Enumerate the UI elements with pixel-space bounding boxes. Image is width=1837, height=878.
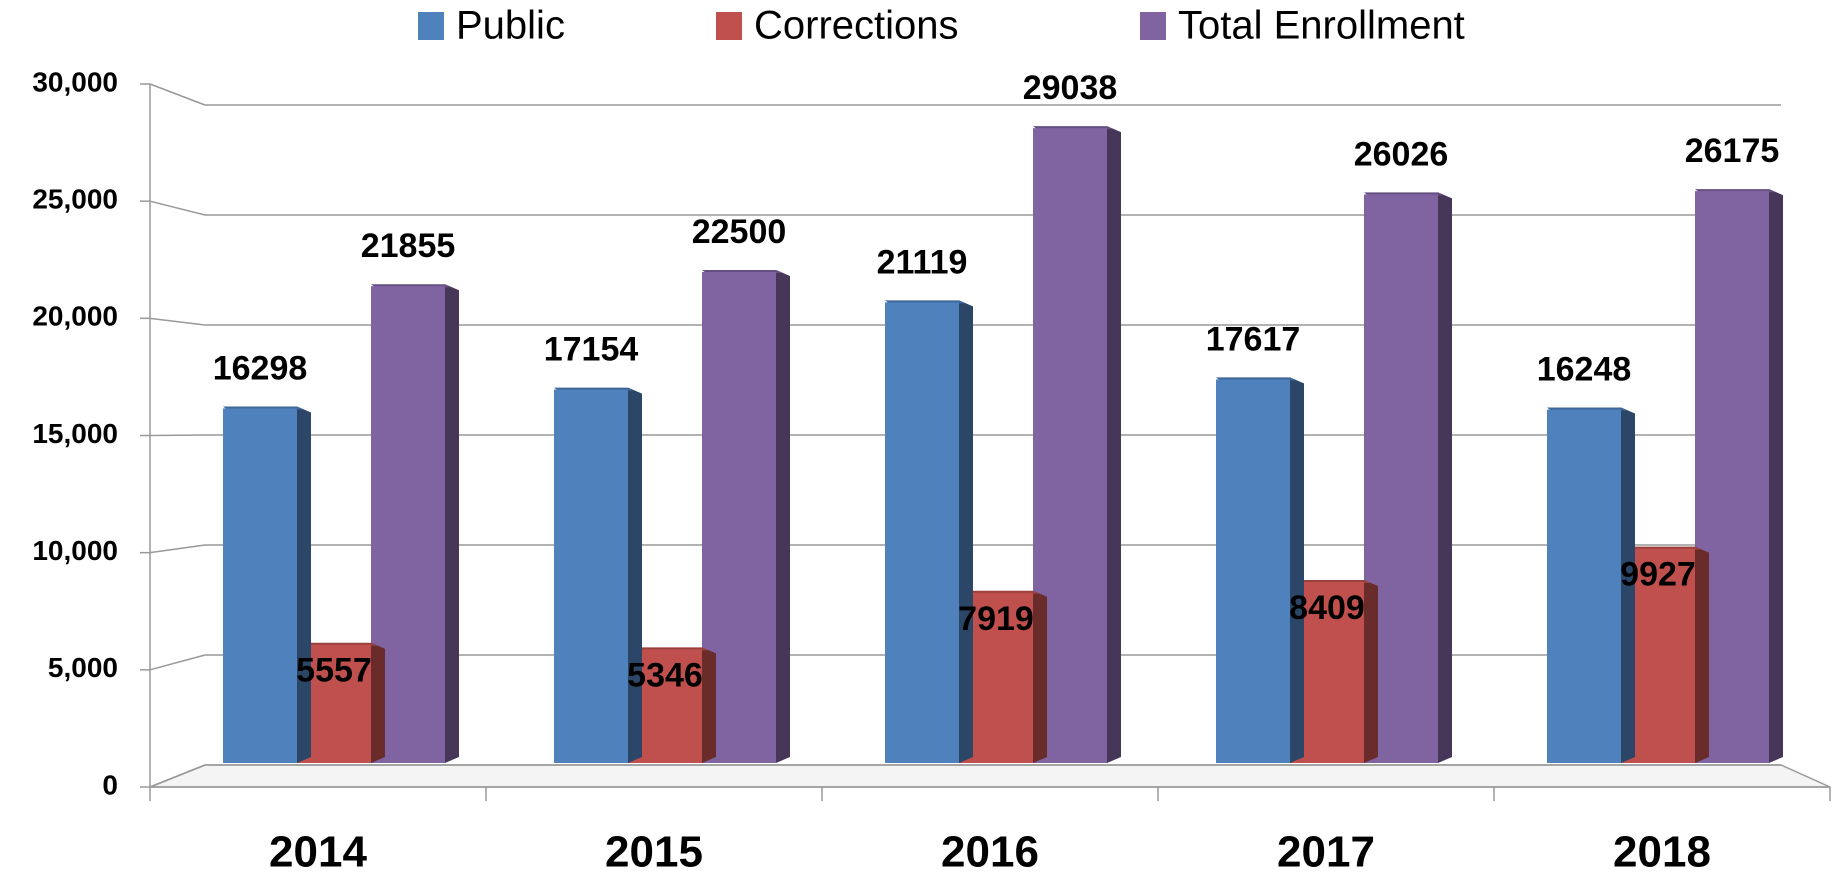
bar-side	[1621, 407, 1635, 763]
data-label: 21855	[361, 227, 456, 265]
grid-line	[149, 764, 206, 788]
bar-side	[1438, 192, 1452, 764]
data-label: 16298	[213, 349, 308, 387]
x-tick-label: 2016	[941, 828, 1039, 877]
x-tick-label: 2015	[605, 828, 703, 877]
bar-side	[297, 406, 311, 763]
data-label: 22500	[692, 213, 787, 251]
grid-line	[149, 434, 206, 437]
bar	[1216, 379, 1290, 763]
bar-side	[1033, 590, 1047, 763]
bar	[223, 408, 297, 763]
x-tick-label: 2014	[269, 828, 367, 877]
y-tick-label: 0	[102, 769, 118, 800]
bar-side	[1695, 546, 1709, 763]
legend-label: Total Enrollment	[1178, 4, 1465, 48]
data-label: 8409	[1289, 589, 1365, 627]
data-label: 26026	[1354, 135, 1449, 173]
data-label: 9927	[1620, 556, 1696, 594]
legend-swatch	[1140, 12, 1166, 40]
y-tick-label: 25,000	[32, 184, 118, 215]
grid-line	[149, 317, 206, 326]
bar-side	[1107, 126, 1121, 763]
bar-side	[1290, 377, 1304, 763]
legend-swatch	[716, 12, 742, 40]
legend-label: Corrections	[754, 4, 959, 48]
data-label: 17154	[544, 331, 639, 369]
data-label: 5557	[296, 652, 372, 690]
data-label: 21119	[877, 243, 968, 281]
bar-side	[776, 270, 790, 763]
x-tick-label: 2017	[1277, 828, 1375, 877]
bar-side	[959, 300, 973, 763]
bar	[554, 389, 628, 763]
y-tick-label: 5,000	[48, 652, 118, 683]
bar	[885, 302, 959, 763]
bar-side	[1364, 580, 1378, 763]
data-label: 29038	[1023, 69, 1118, 107]
bar-side	[371, 642, 385, 763]
y-tick-label: 10,000	[32, 535, 118, 566]
grid-line	[149, 200, 206, 216]
y-tick-label: 15,000	[32, 418, 118, 449]
data-label: 5346	[627, 656, 703, 694]
y-tick-label: 20,000	[32, 301, 118, 332]
data-label: 17617	[1206, 320, 1301, 358]
data-label: 16248	[1537, 351, 1632, 389]
x-tick-label: 2018	[1613, 828, 1711, 877]
grid-line	[149, 544, 206, 554]
data-label: 26175	[1685, 132, 1780, 170]
grid-line	[149, 83, 206, 106]
grid-line	[149, 654, 206, 671]
legend-label: Public	[456, 4, 565, 48]
data-label: 7919	[958, 600, 1034, 638]
bar-side	[628, 387, 642, 763]
floor	[149, 764, 1831, 788]
bar-side	[1769, 189, 1783, 763]
bar	[1547, 409, 1621, 763]
y-tick-label: 30,000	[32, 66, 118, 97]
bar-side	[702, 647, 716, 763]
bar-side	[445, 284, 459, 763]
legend-swatch	[418, 12, 444, 40]
